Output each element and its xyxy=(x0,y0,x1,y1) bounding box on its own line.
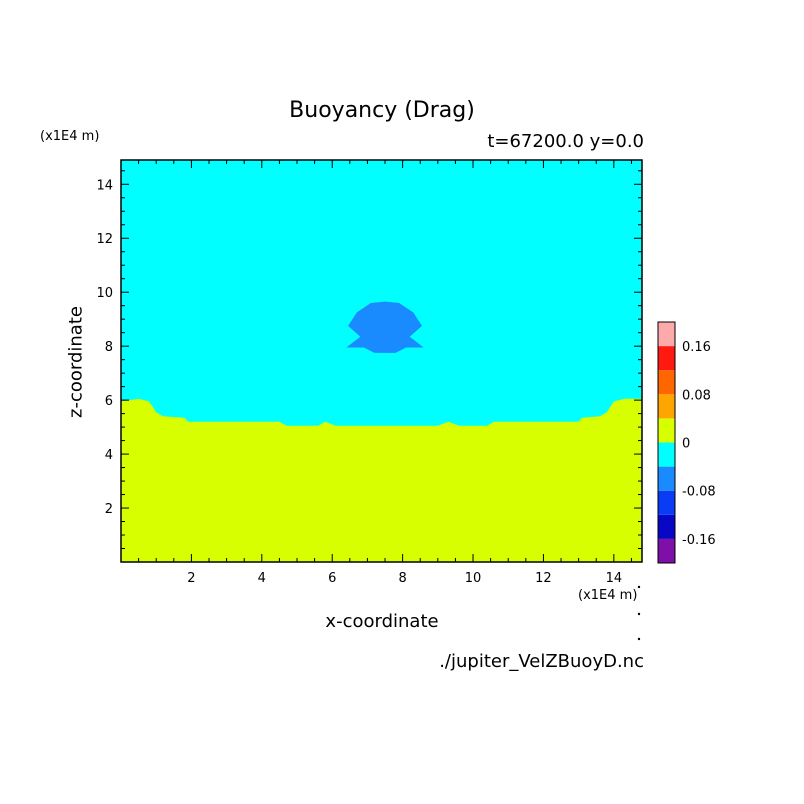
marker-dot xyxy=(637,585,641,589)
region-central-cell xyxy=(346,301,424,353)
y-tick-label: 4 xyxy=(105,448,113,463)
colorbar-tick-label: 0.08 xyxy=(682,388,711,403)
x-tick-label: 4 xyxy=(258,571,266,586)
region-lower-layer xyxy=(121,398,642,562)
chart-subtitle: t=67200.0 y=0.0 xyxy=(487,131,644,152)
x-axis-label: x-coordinate xyxy=(325,611,439,632)
colorbar-band xyxy=(658,466,675,491)
chart-title: Buoyancy (Drag) xyxy=(289,98,475,123)
colorbar-tick-label: -0.16 xyxy=(682,533,716,548)
source-file-label: ./jupiter_VelZBuoyD.nc xyxy=(439,651,644,672)
x-tick-label: 2 xyxy=(187,571,195,586)
colorbar-band xyxy=(658,346,675,371)
y-tick-label: 12 xyxy=(96,232,113,247)
colorbar-band xyxy=(658,322,675,347)
colorbar-tick-label: 0.16 xyxy=(682,340,711,355)
marker-dot xyxy=(637,637,641,641)
x-tick-label: 10 xyxy=(465,571,482,586)
colorbar-band xyxy=(658,538,675,563)
colorbar-band xyxy=(658,514,675,539)
plot-frame xyxy=(120,159,643,563)
y-tick-label: 6 xyxy=(105,394,113,409)
y-tick-label: 10 xyxy=(96,286,113,301)
x-tick-label: 12 xyxy=(535,571,552,586)
x-tick-label: 8 xyxy=(398,571,406,586)
x-axis-units: (x1E4 m) xyxy=(578,588,638,603)
y-tick-label: 14 xyxy=(96,178,113,193)
colorbar-tick-label: -0.08 xyxy=(682,485,716,500)
y-tick-label: 2 xyxy=(105,502,113,517)
x-tick-label: 14 xyxy=(606,571,623,586)
y-axis-units: (x1E4 m) xyxy=(40,129,100,144)
y-tick-label: 8 xyxy=(105,340,113,355)
colorbar-band xyxy=(658,418,675,443)
x-tick-label: 6 xyxy=(328,571,336,586)
colorbar-band xyxy=(658,370,675,395)
marker-dot xyxy=(637,612,641,616)
colorbar-band xyxy=(658,490,675,515)
colorbar-tick-label: 0 xyxy=(682,437,690,452)
colorbar-band xyxy=(658,442,675,467)
colorbar-band xyxy=(658,394,675,419)
colorbar-frame xyxy=(657,321,676,564)
